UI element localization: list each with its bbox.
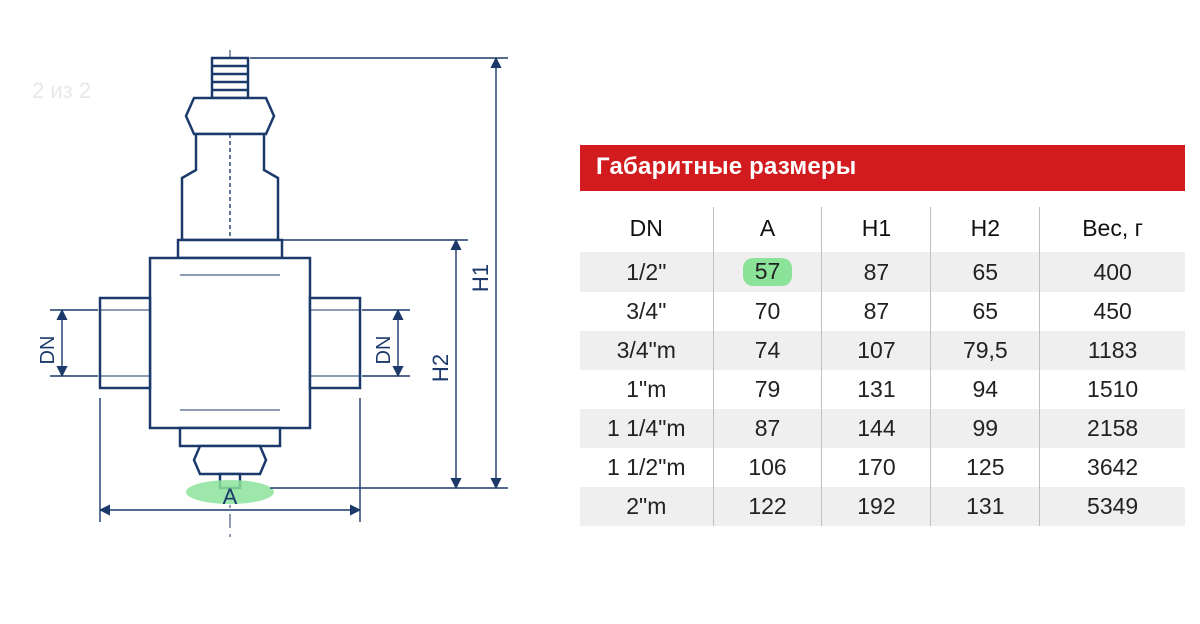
- valve-diagram: A DN DN H2 H1: [30, 50, 550, 580]
- table-column-header: A: [713, 207, 822, 252]
- table-cell: 65: [931, 252, 1040, 292]
- dim-label-h2: H2: [428, 354, 453, 382]
- table-cell: 87: [713, 409, 822, 448]
- table-cell: 131: [931, 487, 1040, 526]
- table-column-header: DN: [580, 207, 713, 252]
- table-cell: 65: [931, 292, 1040, 331]
- table-cell: 2"m: [580, 487, 713, 526]
- table-cell: 3642: [1040, 448, 1185, 487]
- table-cell: 1"m: [580, 370, 713, 409]
- table-cell: 1 1/2"m: [580, 448, 713, 487]
- table-cell: 1/2": [580, 252, 713, 292]
- table-cell: 107: [822, 331, 931, 370]
- dim-label-dn-left: DN: [37, 336, 59, 365]
- table-cell: 125: [931, 448, 1040, 487]
- table-cell: 2158: [1040, 409, 1185, 448]
- table-cell: 1 1/4"m: [580, 409, 713, 448]
- dimensions-table-container: Габаритные размеры DNAH1H2Вес, г 1/2" 57 8…: [580, 145, 1185, 526]
- table-cell: 79,5: [931, 331, 1040, 370]
- table-row: 2"m1221921315349: [580, 487, 1185, 526]
- table-row: 3/4"708765450: [580, 292, 1185, 331]
- table-cell: 170: [822, 448, 931, 487]
- table-cell: 57: [713, 252, 822, 292]
- table-cell: 70: [713, 292, 822, 331]
- table-cell: 5349: [1040, 487, 1185, 526]
- dim-label-h1: H1: [468, 264, 493, 292]
- dim-label-a: A: [223, 484, 238, 509]
- table-cell: 144: [822, 409, 931, 448]
- table-row: 1/2" 57 8765400: [580, 252, 1185, 292]
- table-cell: 400: [1040, 252, 1185, 292]
- table-row: 1 1/4"m87144992158: [580, 409, 1185, 448]
- table-cell: 1510: [1040, 370, 1185, 409]
- table-column-header: H2: [931, 207, 1040, 252]
- table-cell: 99: [931, 409, 1040, 448]
- table-cell: 79: [713, 370, 822, 409]
- highlighted-value: 57: [743, 258, 793, 286]
- table-column-header: Вес, г: [1040, 207, 1185, 252]
- table-header-row: DNAH1H2Вес, г: [580, 207, 1185, 252]
- table-cell: 450: [1040, 292, 1185, 331]
- table-cell: 3/4"m: [580, 331, 713, 370]
- dim-label-dn-right: DN: [373, 336, 395, 365]
- table-cell: 131: [822, 370, 931, 409]
- table-title: Габаритные размеры: [580, 145, 1185, 191]
- table-cell: 3/4": [580, 292, 713, 331]
- table-row: 1 1/2"m1061701253642: [580, 448, 1185, 487]
- table-cell: 122: [713, 487, 822, 526]
- table-cell: 192: [822, 487, 931, 526]
- table-column-header: H1: [822, 207, 931, 252]
- table-row: 3/4"m7410779,51183: [580, 331, 1185, 370]
- table-cell: 1183: [1040, 331, 1185, 370]
- table-cell: 94: [931, 370, 1040, 409]
- table-row: 1"m79131941510: [580, 370, 1185, 409]
- table-cell: 87: [822, 252, 931, 292]
- table-cell: 87: [822, 292, 931, 331]
- table-cell: 74: [713, 331, 822, 370]
- dimensions-table: DNAH1H2Вес, г 1/2"5787654003/4"708765450…: [580, 207, 1185, 526]
- table-cell: 106: [713, 448, 822, 487]
